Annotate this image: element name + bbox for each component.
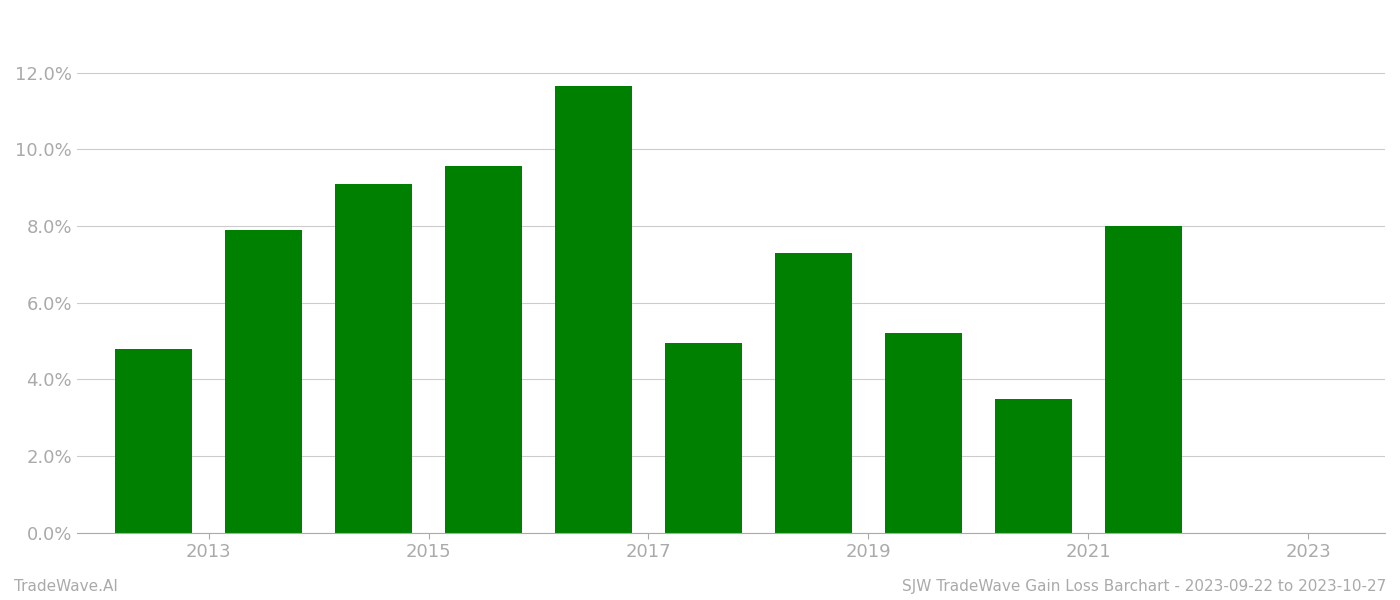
Bar <box>225 230 302 533</box>
Bar <box>885 333 962 533</box>
Bar <box>115 349 192 533</box>
Bar <box>554 86 631 533</box>
Bar <box>665 343 742 533</box>
Bar <box>995 399 1072 533</box>
Bar <box>776 253 851 533</box>
Text: SJW TradeWave Gain Loss Barchart - 2023-09-22 to 2023-10-27: SJW TradeWave Gain Loss Barchart - 2023-… <box>902 579 1386 594</box>
Text: TradeWave.AI: TradeWave.AI <box>14 579 118 594</box>
Bar <box>335 184 412 533</box>
Bar <box>1105 226 1182 533</box>
Bar <box>445 166 522 533</box>
